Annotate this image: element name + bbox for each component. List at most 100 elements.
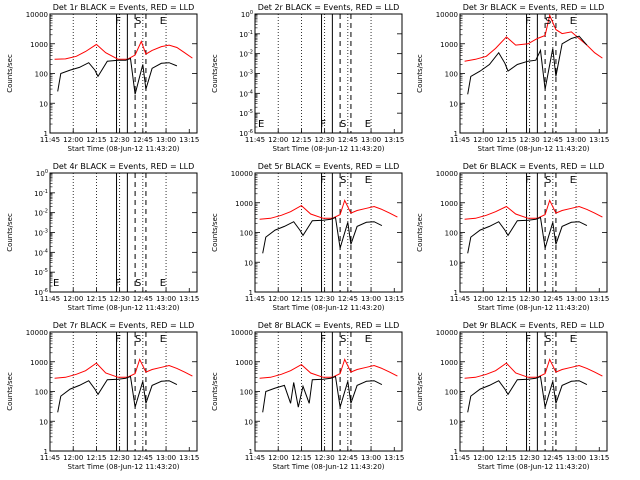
x-tick-label: 13:15 <box>179 295 199 303</box>
x-tick-label: 12:00 <box>63 454 83 462</box>
y-tick-label: 100 <box>36 169 48 178</box>
x-tick-label: 12:15 <box>291 454 311 462</box>
lld-series-line <box>259 358 398 379</box>
flag-label: S <box>545 16 551 27</box>
x-tick-label: 13:15 <box>589 454 609 462</box>
y-axis-label: Counts/sec <box>416 372 424 411</box>
x-tick-label: 13:15 <box>179 136 199 144</box>
plot-title: Det 8r BLACK = Events, RED = LLD <box>258 321 400 330</box>
x-tick-label: 12:45 <box>338 454 358 462</box>
x-tick-label: 12:00 <box>473 136 493 144</box>
flag-label: E <box>570 16 576 27</box>
flag-label: E <box>160 16 166 27</box>
flag-label: E <box>570 334 576 345</box>
y-tick-label: 10-5 <box>34 268 48 277</box>
y-axis-label: Counts/sec <box>6 213 14 252</box>
y-tick-label: 1 <box>44 448 48 456</box>
flag-label: S <box>135 334 141 345</box>
events-series-line <box>262 216 383 254</box>
x-tick-label: 12:30 <box>315 454 335 462</box>
x-tick-label: 13:15 <box>589 136 609 144</box>
y-axis-label: Counts/sec <box>6 54 14 93</box>
y-tick-label: 1000 <box>440 359 458 367</box>
y-tick-label: 10000 <box>436 11 458 19</box>
flag-label: E <box>365 119 371 130</box>
y-tick-label: 100 <box>240 230 253 238</box>
flag-label: F <box>525 175 531 186</box>
plot-panel: Det 1r BLACK = Events, RED = LLD 11:45 12:… <box>6 3 199 153</box>
y-tick-label: 10-4 <box>34 248 48 257</box>
x-tick-label: 12:30 <box>110 295 130 303</box>
x-axis-label: Start Time (08-Jun-12 11:43:20) <box>68 145 180 153</box>
x-axis-label: Start Time (08-Jun-12 11:43:20) <box>478 463 590 471</box>
x-tick-label: 12:30 <box>520 136 540 144</box>
events-series-line <box>57 375 178 413</box>
flag-label: F <box>525 334 531 345</box>
x-tick-label: 13:15 <box>589 295 609 303</box>
y-axis-label: Counts/sec <box>6 372 14 411</box>
flag-label: S <box>545 334 551 345</box>
flag-label: F <box>320 175 326 186</box>
y-axis-label: Counts/sec <box>211 372 219 411</box>
x-tick-label: 13:00 <box>156 295 176 303</box>
events-series-line <box>467 35 588 95</box>
flag-label: E <box>160 278 166 289</box>
x-tick-label: 12:15 <box>496 454 516 462</box>
flag-label: S <box>340 334 346 345</box>
y-tick-label: 10-4 <box>239 89 253 98</box>
y-tick-label: 100 <box>35 71 48 79</box>
y-tick-label: 10000 <box>231 170 253 178</box>
x-tick-label: 13:15 <box>384 454 404 462</box>
x-axis-label: Start Time (08-Jun-12 11:43:20) <box>68 463 180 471</box>
x-tick-label: 12:15 <box>496 136 516 144</box>
x-tick-label: 12:45 <box>543 295 563 303</box>
x-tick-label: 12:15 <box>86 136 106 144</box>
y-tick-label: 10-3 <box>239 70 253 79</box>
x-tick-label: 12:30 <box>520 454 540 462</box>
x-tick-label: 11:45 <box>40 454 60 462</box>
y-tick-label: 10000 <box>231 329 253 337</box>
x-tick-label: 11:45 <box>245 295 265 303</box>
plot-frame <box>459 13 608 134</box>
x-tick-label: 12:45 <box>133 454 153 462</box>
x-tick-label: 13:00 <box>566 136 586 144</box>
y-tick-label: 10 <box>39 100 48 108</box>
x-axis-label: Start Time (08-Jun-12 11:43:20) <box>273 304 385 312</box>
x-tick-label: 12:00 <box>268 136 288 144</box>
y-tick-label: 10-6 <box>34 288 48 297</box>
x-tick-label: 12:15 <box>291 295 311 303</box>
x-tick-label: 13:00 <box>566 295 586 303</box>
x-tick-label: 12:15 <box>86 295 106 303</box>
y-tick-label: 100 <box>445 71 458 79</box>
flag-label: E <box>365 334 371 345</box>
plot-frame <box>459 331 608 452</box>
y-tick-label: 10000 <box>436 329 458 337</box>
plot-frame <box>49 172 198 293</box>
y-tick-label: 10000 <box>436 170 458 178</box>
y-tick-label: 10 <box>449 259 458 267</box>
y-tick-label: 10 <box>244 259 253 267</box>
y-tick-label: 1000 <box>440 200 458 208</box>
y-tick-label: 100 <box>445 389 458 397</box>
y-tick-label: 1 <box>454 448 458 456</box>
flag-label: E <box>53 278 59 289</box>
plot-title: Det 1r BLACK = Events, RED = LLD <box>53 3 195 12</box>
x-tick-label: 12:30 <box>520 295 540 303</box>
y-tick-label: 10 <box>449 418 458 426</box>
x-axis-label: Start Time (08-Jun-12 11:43:20) <box>68 304 180 312</box>
y-tick-label: 1 <box>454 130 458 138</box>
x-tick-label: 12:45 <box>133 295 153 303</box>
y-tick-label: 10000 <box>26 11 48 19</box>
y-tick-label: 10-1 <box>34 189 48 198</box>
x-tick-label: 13:00 <box>156 454 176 462</box>
y-tick-label: 100 <box>35 389 48 397</box>
flag-label: F <box>320 334 326 345</box>
flag-label: F <box>320 119 326 130</box>
x-tick-label: 11:45 <box>40 136 60 144</box>
plot-frame <box>459 172 608 293</box>
x-tick-label: 12:00 <box>473 454 493 462</box>
